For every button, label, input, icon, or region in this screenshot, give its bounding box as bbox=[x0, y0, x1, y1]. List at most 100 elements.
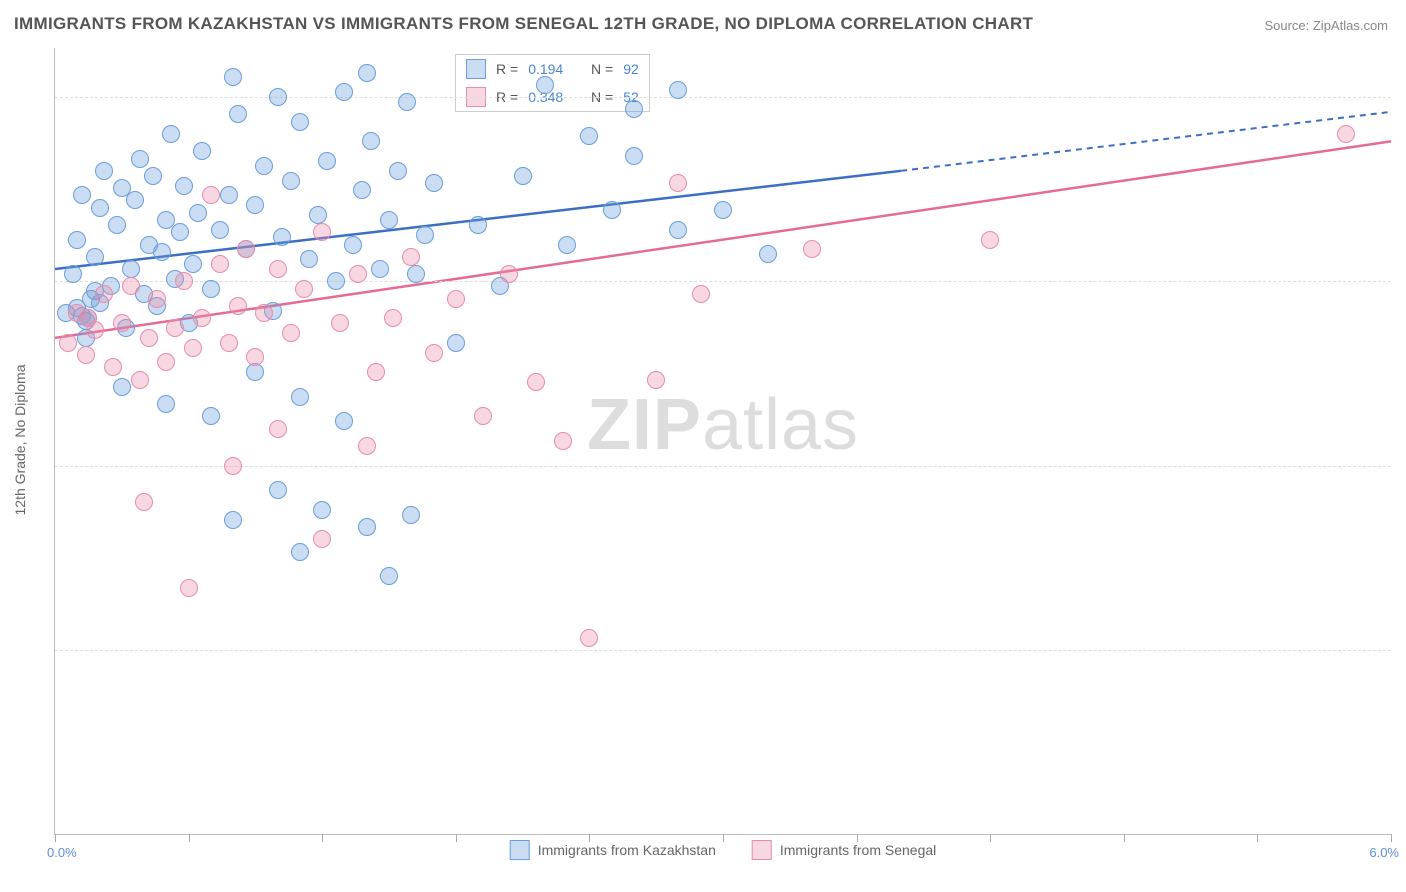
scatter-point bbox=[269, 260, 287, 278]
x-min-label: 0.0% bbox=[47, 845, 77, 860]
scatter-point bbox=[295, 280, 313, 298]
scatter-point bbox=[135, 493, 153, 511]
scatter-point bbox=[291, 543, 309, 561]
x-tick bbox=[1257, 834, 1258, 842]
scatter-point bbox=[273, 228, 291, 246]
scatter-point bbox=[193, 142, 211, 160]
x-tick bbox=[589, 834, 590, 842]
scatter-point bbox=[131, 150, 149, 168]
scatter-point bbox=[68, 231, 86, 249]
scatter-point bbox=[425, 344, 443, 362]
scatter-point bbox=[162, 125, 180, 143]
scatter-point bbox=[416, 226, 434, 244]
scatter-point bbox=[554, 432, 572, 450]
x-max-label: 6.0% bbox=[1369, 845, 1399, 860]
legend-swatch-senegal bbox=[752, 840, 772, 860]
scatter-point bbox=[126, 191, 144, 209]
scatter-point bbox=[86, 248, 104, 266]
scatter-point bbox=[175, 272, 193, 290]
scatter-point bbox=[300, 250, 318, 268]
scatter-point bbox=[202, 186, 220, 204]
scatter-point bbox=[184, 339, 202, 357]
scatter-point bbox=[358, 518, 376, 536]
scatter-point bbox=[380, 567, 398, 585]
scatter-point bbox=[759, 245, 777, 263]
scatter-point bbox=[131, 371, 149, 389]
scatter-point bbox=[1337, 125, 1355, 143]
scatter-point bbox=[558, 236, 576, 254]
scatter-point bbox=[148, 290, 166, 308]
scatter-point bbox=[153, 243, 171, 261]
scatter-point bbox=[224, 68, 242, 86]
scatter-point bbox=[309, 206, 327, 224]
scatter-point bbox=[669, 174, 687, 192]
x-tick bbox=[189, 834, 190, 842]
scatter-point bbox=[140, 329, 158, 347]
scatter-point bbox=[714, 201, 732, 219]
scatter-point bbox=[692, 285, 710, 303]
scatter-point bbox=[669, 221, 687, 239]
scatter-point bbox=[335, 83, 353, 101]
scatter-point bbox=[189, 204, 207, 222]
scatter-point bbox=[229, 105, 247, 123]
scatter-point bbox=[220, 186, 238, 204]
scatter-point bbox=[625, 147, 643, 165]
scatter-point bbox=[73, 186, 91, 204]
scatter-point bbox=[157, 353, 175, 371]
scatter-point bbox=[108, 216, 126, 234]
scatter-point bbox=[220, 334, 238, 352]
source-label: Source: ZipAtlas.com bbox=[1264, 18, 1388, 33]
scatter-point bbox=[669, 81, 687, 99]
scatter-point bbox=[331, 314, 349, 332]
scatter-point bbox=[407, 265, 425, 283]
scatter-point bbox=[229, 297, 247, 315]
swatch-kazakhstan bbox=[466, 59, 486, 79]
scatter-point bbox=[291, 388, 309, 406]
scatter-point bbox=[59, 334, 77, 352]
x-tick bbox=[723, 834, 724, 842]
scatter-point bbox=[202, 280, 220, 298]
scatter-point bbox=[95, 285, 113, 303]
scatter-point bbox=[353, 181, 371, 199]
scatter-point bbox=[211, 221, 229, 239]
x-tick bbox=[857, 834, 858, 842]
scatter-point bbox=[282, 324, 300, 342]
scatter-point bbox=[514, 167, 532, 185]
scatter-point bbox=[327, 272, 345, 290]
scatter-point bbox=[349, 265, 367, 283]
scatter-point bbox=[113, 378, 131, 396]
scatter-point bbox=[803, 240, 821, 258]
scatter-point bbox=[362, 132, 380, 150]
scatter-point bbox=[335, 412, 353, 430]
scatter-point bbox=[91, 199, 109, 217]
scatter-point bbox=[282, 172, 300, 190]
legend-item-1: Immigrants from Senegal bbox=[752, 840, 936, 860]
scatter-point bbox=[291, 113, 309, 131]
scatter-point bbox=[175, 177, 193, 195]
scatter-point bbox=[95, 162, 113, 180]
scatter-point bbox=[211, 255, 229, 273]
scatter-point bbox=[157, 395, 175, 413]
stats-row-0: R = 0.194 N = 92 bbox=[456, 55, 649, 83]
y-axis-title: 12th Grade, No Diploma bbox=[12, 365, 28, 516]
scatter-point bbox=[255, 304, 273, 322]
scatter-point bbox=[402, 506, 420, 524]
scatter-point bbox=[536, 76, 554, 94]
scatter-point bbox=[358, 437, 376, 455]
scatter-point bbox=[447, 290, 465, 308]
scatter-point bbox=[64, 265, 82, 283]
scatter-point bbox=[113, 314, 131, 332]
scatter-point bbox=[193, 309, 211, 327]
scatter-point bbox=[313, 223, 331, 241]
scatter-point bbox=[269, 88, 287, 106]
scatter-point bbox=[122, 260, 140, 278]
scatter-point bbox=[104, 358, 122, 376]
plot-area: ZIPatlas R = 0.194 N = 92 R = 0.348 N = … bbox=[54, 48, 1391, 835]
x-tick bbox=[1124, 834, 1125, 842]
scatter-point bbox=[318, 152, 336, 170]
scatter-point bbox=[269, 481, 287, 499]
x-tick bbox=[456, 834, 457, 842]
x-tick bbox=[55, 834, 56, 842]
legend-swatch-kazakhstan bbox=[510, 840, 530, 860]
scatter-point bbox=[474, 407, 492, 425]
